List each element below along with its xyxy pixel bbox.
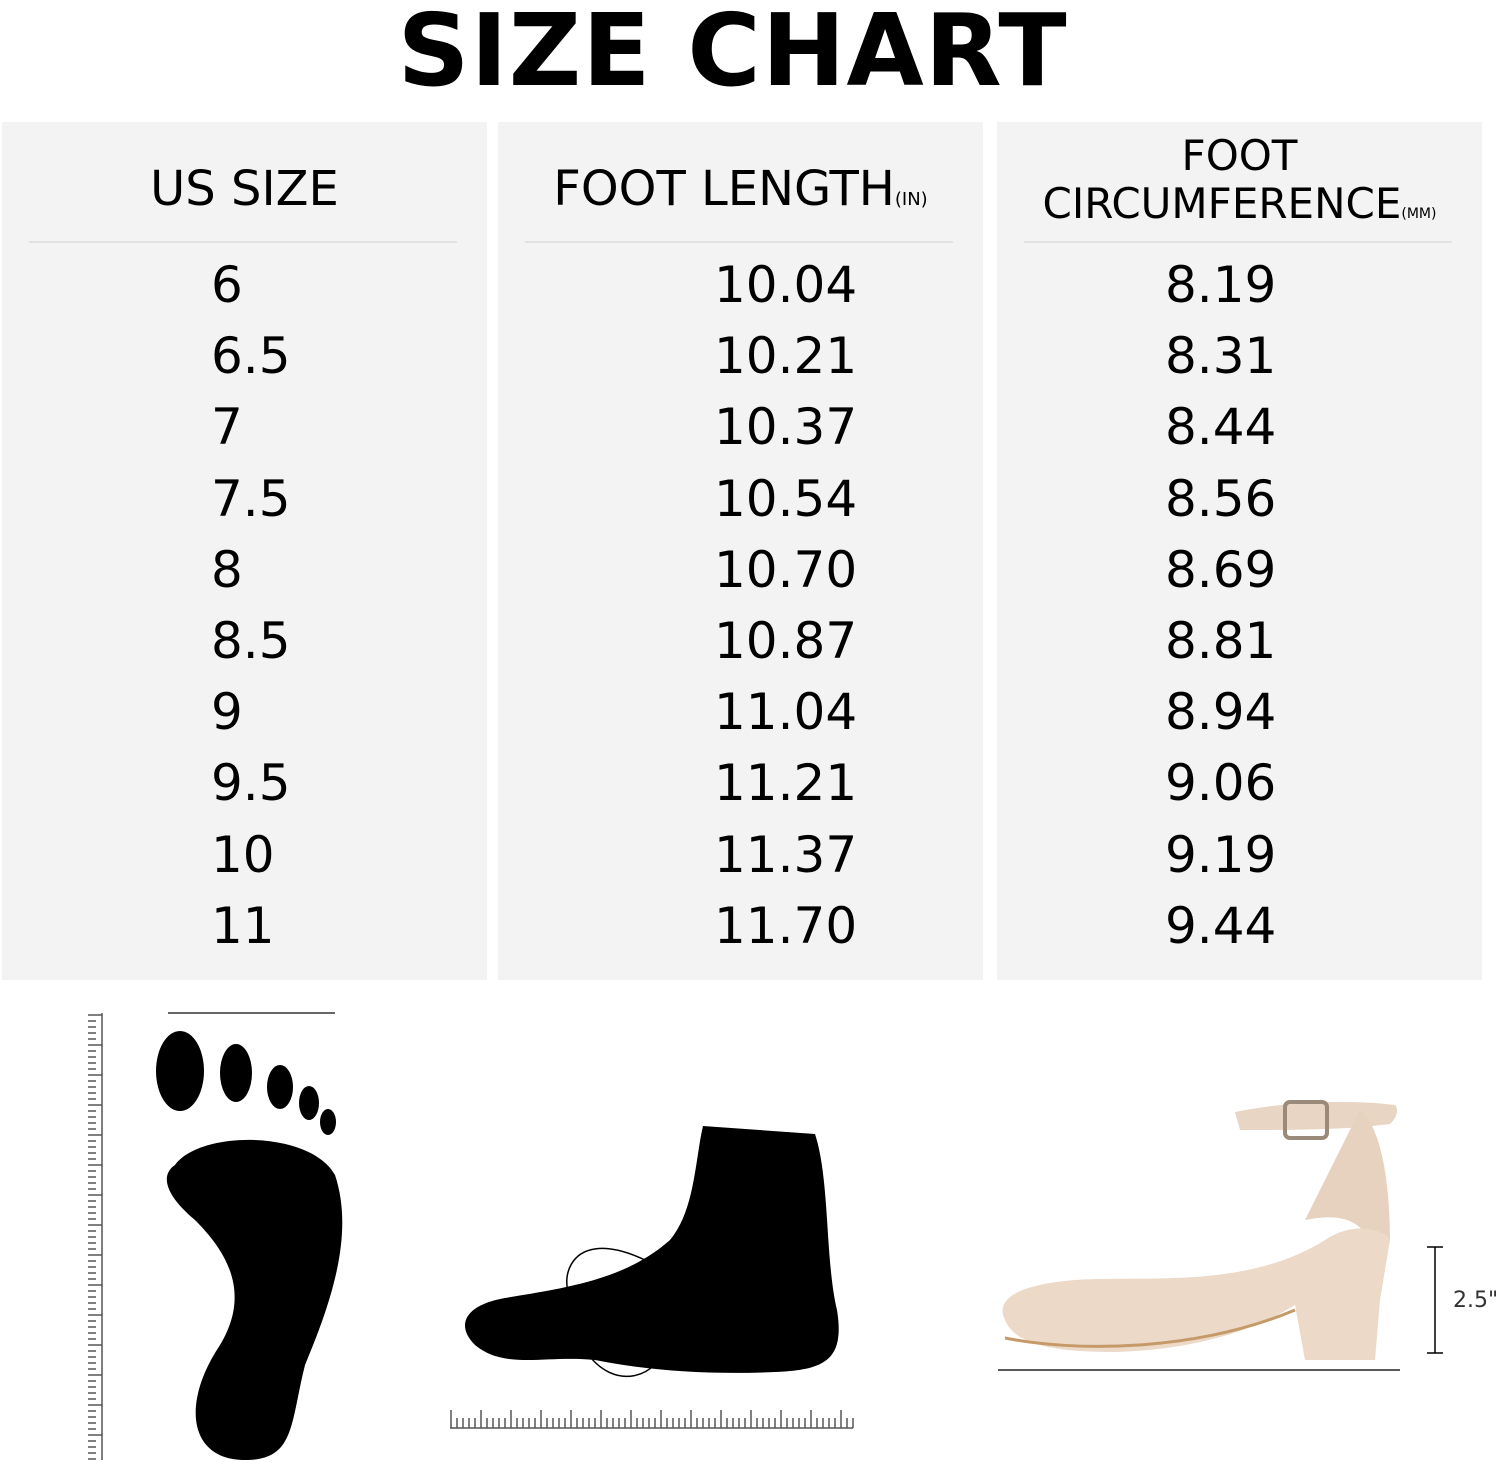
foot-length-cell: 10.04	[714, 256, 858, 314]
us-size-cell: 6	[211, 256, 243, 314]
us-size-cell: 8	[211, 540, 243, 599]
us-size-header: US SIZE	[150, 161, 339, 217]
page-title: SIZE CHART	[397, 0, 1068, 109]
horizontal-ruler-icon	[450, 1410, 854, 1429]
foot-circumference-cell: 8.81	[1165, 612, 1277, 670]
foot-length-title: FOOT LENGTH	[553, 161, 895, 217]
us-size-column: US SIZE 6 6.5 7 7.5 8 8.5 9 9.5 10 11	[2, 122, 487, 980]
foot-circumference-cell: 8.56	[1165, 469, 1277, 528]
us-size-cell: 6.5	[211, 327, 291, 386]
foot-circ-line2: CIRCUMFERENCE	[1042, 179, 1402, 228]
header-divider	[525, 241, 953, 243]
foot-circumference-cell: 9.44	[1165, 896, 1277, 955]
footprint-illustration	[88, 1012, 343, 1460]
foot-circumference-header: FOOT CIRCUMFERENCE(MM)	[997, 132, 1482, 238]
foot-circumference-cell: 8.69	[1165, 540, 1277, 599]
foot-circumference-cell: 8.19	[1165, 256, 1277, 314]
foot-length-cell: 11.37	[714, 825, 858, 884]
foot-length-cell: 10.70	[714, 540, 858, 599]
foot-circ-line1: FOOT	[1181, 131, 1298, 180]
foot-length-cell: 11.70	[714, 896, 858, 955]
foot-circumference-cell: 8.94	[1165, 683, 1277, 742]
foot-length-header: FOOT LENGTH(IN)	[498, 164, 983, 225]
heel-height-label: 2.5"	[1453, 1288, 1498, 1313]
foot-length-cell: 11.04	[714, 683, 858, 742]
foot-length-cell: 10.37	[714, 398, 858, 457]
foot-circumference-cell: 8.31	[1165, 327, 1277, 386]
us-size-cell: 11	[211, 896, 275, 955]
foot-length-cell: 10.21	[714, 327, 858, 386]
us-size-cell: 7	[211, 398, 243, 457]
foot-circumference-cell: 8.44	[1165, 398, 1277, 457]
header-divider	[29, 241, 457, 243]
foot-length-cell: 10.54	[714, 469, 858, 528]
foot-length-unit: (IN)	[894, 189, 928, 210]
circumference-arrow-icon	[566, 1247, 646, 1311]
foot-length-cell: 11.21	[714, 754, 858, 813]
us-size-cell: 9.5	[211, 754, 291, 813]
vertical-ruler-icon	[88, 1013, 103, 1460]
header-divider	[1024, 241, 1452, 243]
foot-length-column: FOOT LENGTH(IN) 10.04 10.21 10.37 10.54 10.7…	[498, 122, 983, 980]
foot-circumference-cell: 9.06	[1165, 754, 1277, 813]
us-size-cell: 7.5	[211, 469, 291, 528]
foot-circumference-column: FOOT CIRCUMFERENCE(MM) 8.19 8.31 8.44 8.56 8…	[997, 122, 1482, 980]
shoe-illustration: 2.5"	[998, 1100, 1498, 1371]
heel-height-indicator-icon	[1427, 1246, 1443, 1354]
foot-length-cell: 10.87	[714, 612, 858, 670]
us-size-cell: 8.5	[211, 612, 291, 670]
foot-circ-unit: (MM)	[1401, 206, 1437, 222]
us-size-cell: 10	[211, 825, 275, 884]
foot-side-illustration	[450, 1126, 854, 1429]
foot-circumference-cell: 9.19	[1165, 825, 1277, 884]
us-size-cell: 9	[211, 683, 243, 742]
